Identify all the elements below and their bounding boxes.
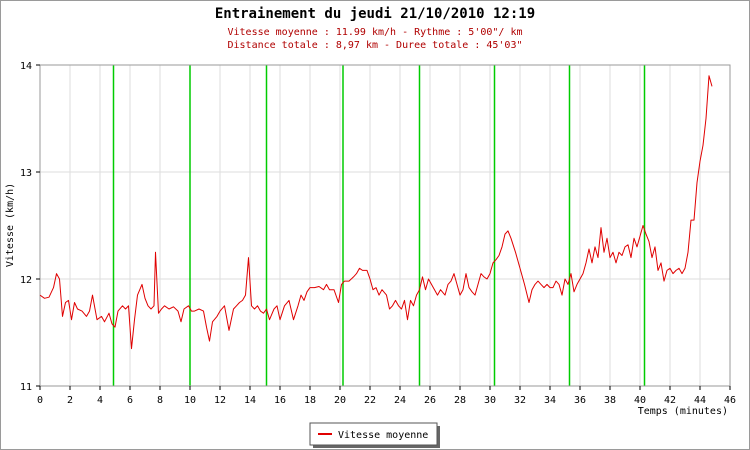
legend-box: [309, 422, 438, 446]
x-tick-label: 6: [127, 395, 133, 406]
x-tick-label: 40: [634, 395, 646, 406]
y-tick-label: 11: [20, 382, 32, 393]
y-tick-label: 12: [20, 275, 32, 286]
plot-area: [39, 64, 731, 387]
chart-title: Entrainement du jeudi 21/10/2010 12:19: [215, 6, 535, 22]
x-tick-label: 20: [334, 395, 346, 406]
x-tick-label: 34: [544, 395, 556, 406]
y-tick-label: 14: [20, 61, 32, 72]
x-tick-label: 24: [394, 395, 406, 406]
series-line-vitesse-moyenne: [39, 75, 713, 350]
x-axis-label: Temps (minutes): [638, 406, 728, 417]
x-tick-label: 8: [157, 395, 163, 406]
legend-label: Vitesse moyenne: [338, 430, 428, 441]
axes: 0 2 4 6 8 10 12 14 16 18 20 22 24 26 28 30 32 34 36 38 40 42 4…: [20, 61, 736, 406]
series: [39, 75, 713, 350]
x-tick-label: 0: [37, 395, 43, 406]
grid: [39, 64, 731, 387]
x-tick-label: 18: [304, 395, 316, 406]
x-tick-label: 42: [664, 395, 676, 406]
x-tick-label: 22: [364, 395, 376, 406]
x-tick-label: 26: [424, 395, 436, 406]
x-tick-label: 36: [574, 395, 586, 406]
chart-subtitle-speed: Vitesse moyenne : 11.99 km/h - Rythme : …: [227, 27, 522, 38]
x-tick-label: 16: [274, 395, 286, 406]
y-tick-label: 13: [20, 168, 32, 179]
x-tick-label: 30: [484, 395, 496, 406]
x-tick-label: 38: [604, 395, 616, 406]
x-tick-label: 4: [97, 395, 103, 406]
km-markers: [112, 65, 646, 386]
x-tick-label: 12: [214, 395, 226, 406]
x-tick-label: 28: [454, 395, 466, 406]
x-tick-label: 2: [67, 395, 73, 406]
x-tick-label: 14: [244, 395, 256, 406]
legend: Vitesse moyenne: [309, 422, 440, 448]
x-tick-label: 10: [184, 395, 196, 406]
x-tick-label: 44: [694, 395, 706, 406]
x-tick-label: 46: [724, 395, 736, 406]
x-tick-label: 32: [514, 395, 526, 406]
y-axis-label: Vitesse (km/h): [5, 183, 16, 267]
chart-subtitle-distance: Distance totale : 8,97 km - Duree totale…: [227, 40, 522, 51]
